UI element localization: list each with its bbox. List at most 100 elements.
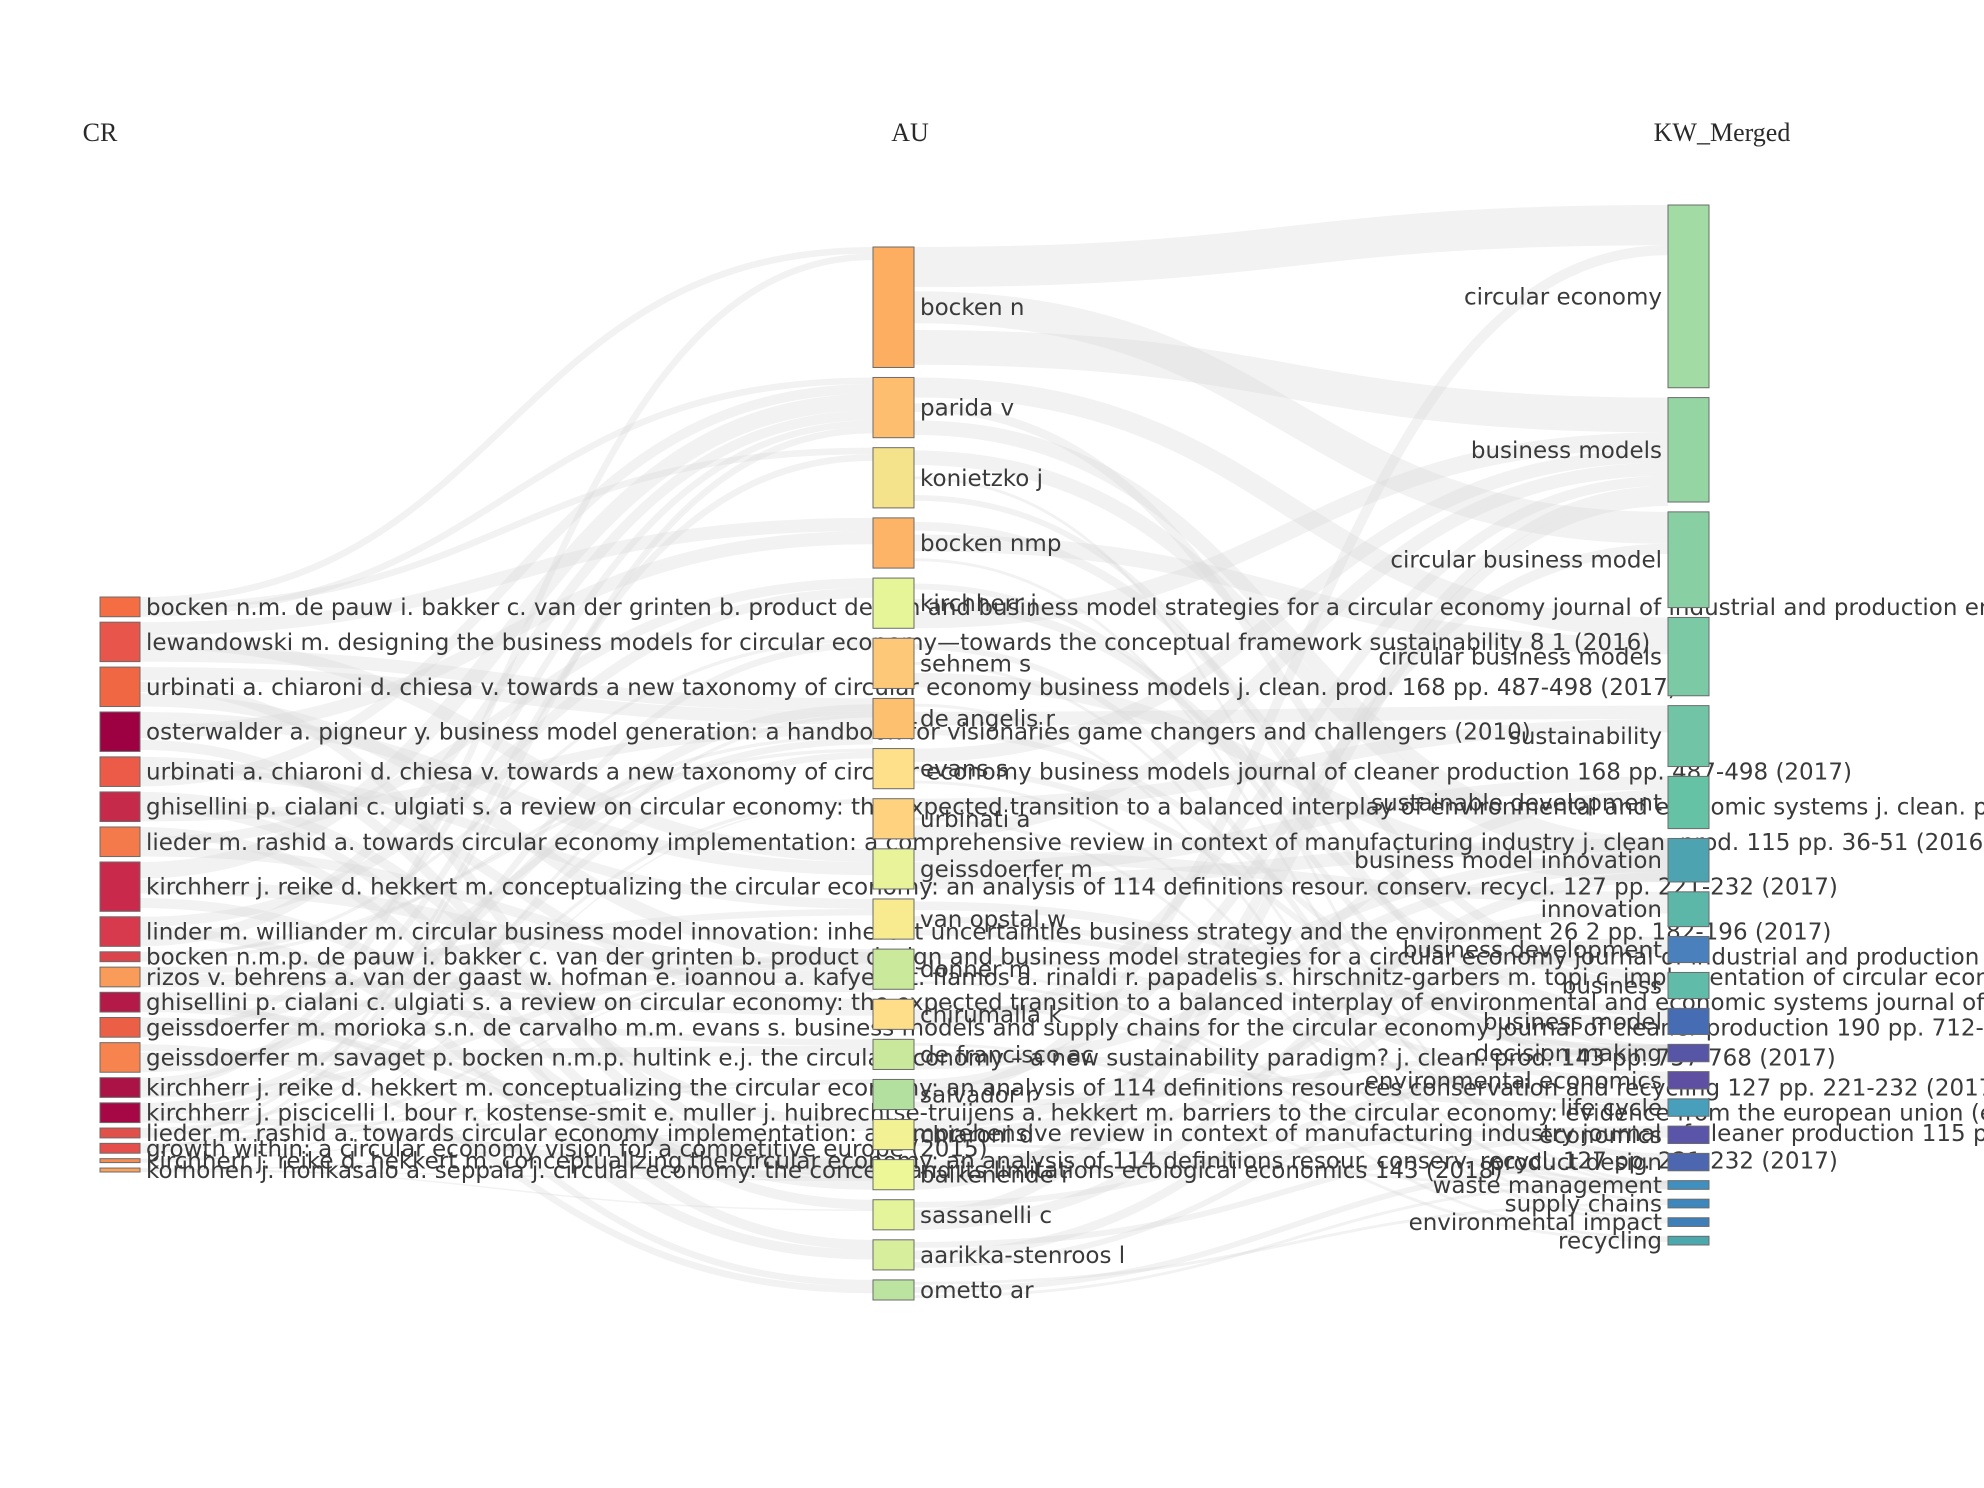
flow-link[interactable] <box>139 798 874 1132</box>
node-bar[interactable] <box>99 951 141 963</box>
flow-link[interactable] <box>913 1131 1669 1248</box>
sankey-node[interactable]: environmental economics <box>1365 1068 1710 1094</box>
sankey-node[interactable]: waste management <box>1433 1173 1710 1199</box>
flow-link[interactable] <box>913 1126 1669 1178</box>
flow-link[interactable] <box>913 849 1669 904</box>
flow-link[interactable] <box>913 981 1669 1184</box>
sankey-node[interactable]: sustainability <box>1509 705 1710 768</box>
node-bar[interactable] <box>872 1279 915 1301</box>
flow-link[interactable] <box>913 534 1669 655</box>
flow-link[interactable] <box>913 329 1669 433</box>
sankey-node[interactable]: chiaroni d <box>872 1119 1034 1151</box>
sankey-node[interactable]: sehnem s <box>872 637 1031 689</box>
node-bar[interactable] <box>872 998 915 1030</box>
flow-link[interactable] <box>913 420 1669 853</box>
node-bar[interactable] <box>872 517 915 569</box>
node-bar[interactable] <box>99 1077 141 1098</box>
node-bar[interactable] <box>99 1102 141 1124</box>
sankey-node[interactable]: business model <box>1483 1007 1710 1035</box>
node-bar[interactable] <box>1667 616 1710 697</box>
flow-link[interactable] <box>139 667 874 725</box>
node-bar[interactable] <box>99 1016 141 1038</box>
flow-link[interactable] <box>913 901 1669 1026</box>
flow-link[interactable] <box>139 737 874 1031</box>
flow-link[interactable] <box>139 958 874 1147</box>
flow-link[interactable] <box>913 719 1669 813</box>
flow-link[interactable] <box>913 1180 1669 1299</box>
sankey-node[interactable]: sustainable development <box>1371 775 1710 830</box>
sankey-node[interactable]: evans s <box>872 748 1008 790</box>
sankey-node[interactable]: de angelis r <box>872 697 1056 740</box>
flow-link[interactable] <box>139 756 874 1010</box>
flow-link[interactable] <box>139 454 874 1085</box>
flow-link[interactable] <box>913 475 1669 1030</box>
flow-link[interactable] <box>139 531 874 739</box>
sankey-node[interactable]: de francisco ac <box>872 1038 1094 1070</box>
sankey-node[interactable]: korhonen j. honkasalo a. seppala j. circ… <box>99 1158 1502 1184</box>
sankey-node[interactable]: konietzko j <box>872 447 1043 509</box>
node-bar[interactable] <box>99 621 141 663</box>
node-bar[interactable] <box>872 376 915 439</box>
node-bar[interactable] <box>99 1127 141 1139</box>
node-bar[interactable] <box>99 1167 141 1173</box>
flow-link[interactable] <box>139 1017 874 1173</box>
flow-link[interactable] <box>913 728 1669 1056</box>
node-bar[interactable] <box>1667 935 1710 964</box>
sankey-node[interactable]: linder m. williander m. circular busines… <box>99 916 1831 947</box>
flow-link[interactable] <box>913 871 1669 1230</box>
flow-link[interactable] <box>139 447 874 611</box>
flow-link[interactable] <box>139 253 874 1091</box>
flow-link[interactable] <box>913 598 1669 1018</box>
node-bar[interactable] <box>99 1142 141 1154</box>
flow-link[interactable] <box>913 495 1669 1220</box>
flow-link[interactable] <box>913 817 1669 1224</box>
sankey-node[interactable]: circular economy <box>1464 204 1710 389</box>
flow-link[interactable] <box>913 1051 1669 1111</box>
node-bar[interactable] <box>99 666 141 708</box>
flow-link[interactable] <box>913 485 1669 1190</box>
sankey-node[interactable]: life cycle <box>1560 1096 1710 1122</box>
sankey-node[interactable]: salvador r <box>872 1078 1036 1111</box>
flow-link[interactable] <box>913 952 1669 1105</box>
node-bar[interactable] <box>872 697 915 740</box>
flow-link[interactable] <box>139 734 874 962</box>
flow-link[interactable] <box>139 410 874 947</box>
flow-link[interactable] <box>913 705 1669 726</box>
sankey-node[interactable]: urbinati a. chiaroni d. chiesa v. toward… <box>99 756 1852 787</box>
node-bar[interactable] <box>872 1119 915 1151</box>
node-bar[interactable] <box>1667 1217 1710 1227</box>
flow-link[interactable] <box>913 703 1669 1221</box>
flow-link[interactable] <box>139 426 874 1138</box>
flow-link[interactable] <box>139 1082 874 1161</box>
node-bar[interactable] <box>99 916 141 947</box>
flow-link[interactable] <box>913 432 1669 629</box>
node-bar[interactable] <box>99 711 141 752</box>
node-bar[interactable] <box>1667 1152 1710 1172</box>
flow-link[interactable] <box>913 403 1669 982</box>
node-bar[interactable] <box>99 966 141 988</box>
flow-link[interactable] <box>139 1129 874 1171</box>
flow-link[interactable] <box>913 780 1669 1190</box>
flow-link[interactable] <box>139 1045 874 1063</box>
node-bar[interactable] <box>1667 705 1710 768</box>
node-bar[interactable] <box>872 848 915 890</box>
flow-link[interactable] <box>139 587 874 927</box>
sankey-node[interactable]: kirchherr j <box>872 577 1037 629</box>
flow-link[interactable] <box>139 1116 874 1180</box>
node-bar[interactable] <box>1667 1198 1710 1209</box>
node-bar[interactable] <box>1667 1043 1710 1063</box>
flow-link[interactable] <box>139 714 874 1154</box>
flow-link[interactable] <box>139 711 874 876</box>
sankey-node[interactable]: kirchherr j. reike d. hekkert m. concept… <box>99 1149 1838 1175</box>
flow-link[interactable] <box>139 898 874 1190</box>
flow-link[interactable] <box>913 583 1669 1078</box>
sankey-node[interactable]: environmental impact <box>1409 1210 1710 1236</box>
flow-link[interactable] <box>139 973 874 1016</box>
flow-link[interactable] <box>913 494 1669 1051</box>
node-bar[interactable] <box>99 861 141 912</box>
node-bar[interactable] <box>1667 204 1710 389</box>
flow-link[interactable] <box>139 908 874 974</box>
node-bar[interactable] <box>872 798 915 840</box>
sankey-node[interactable]: economics <box>1539 1123 1710 1149</box>
flow-link[interactable] <box>139 246 874 604</box>
